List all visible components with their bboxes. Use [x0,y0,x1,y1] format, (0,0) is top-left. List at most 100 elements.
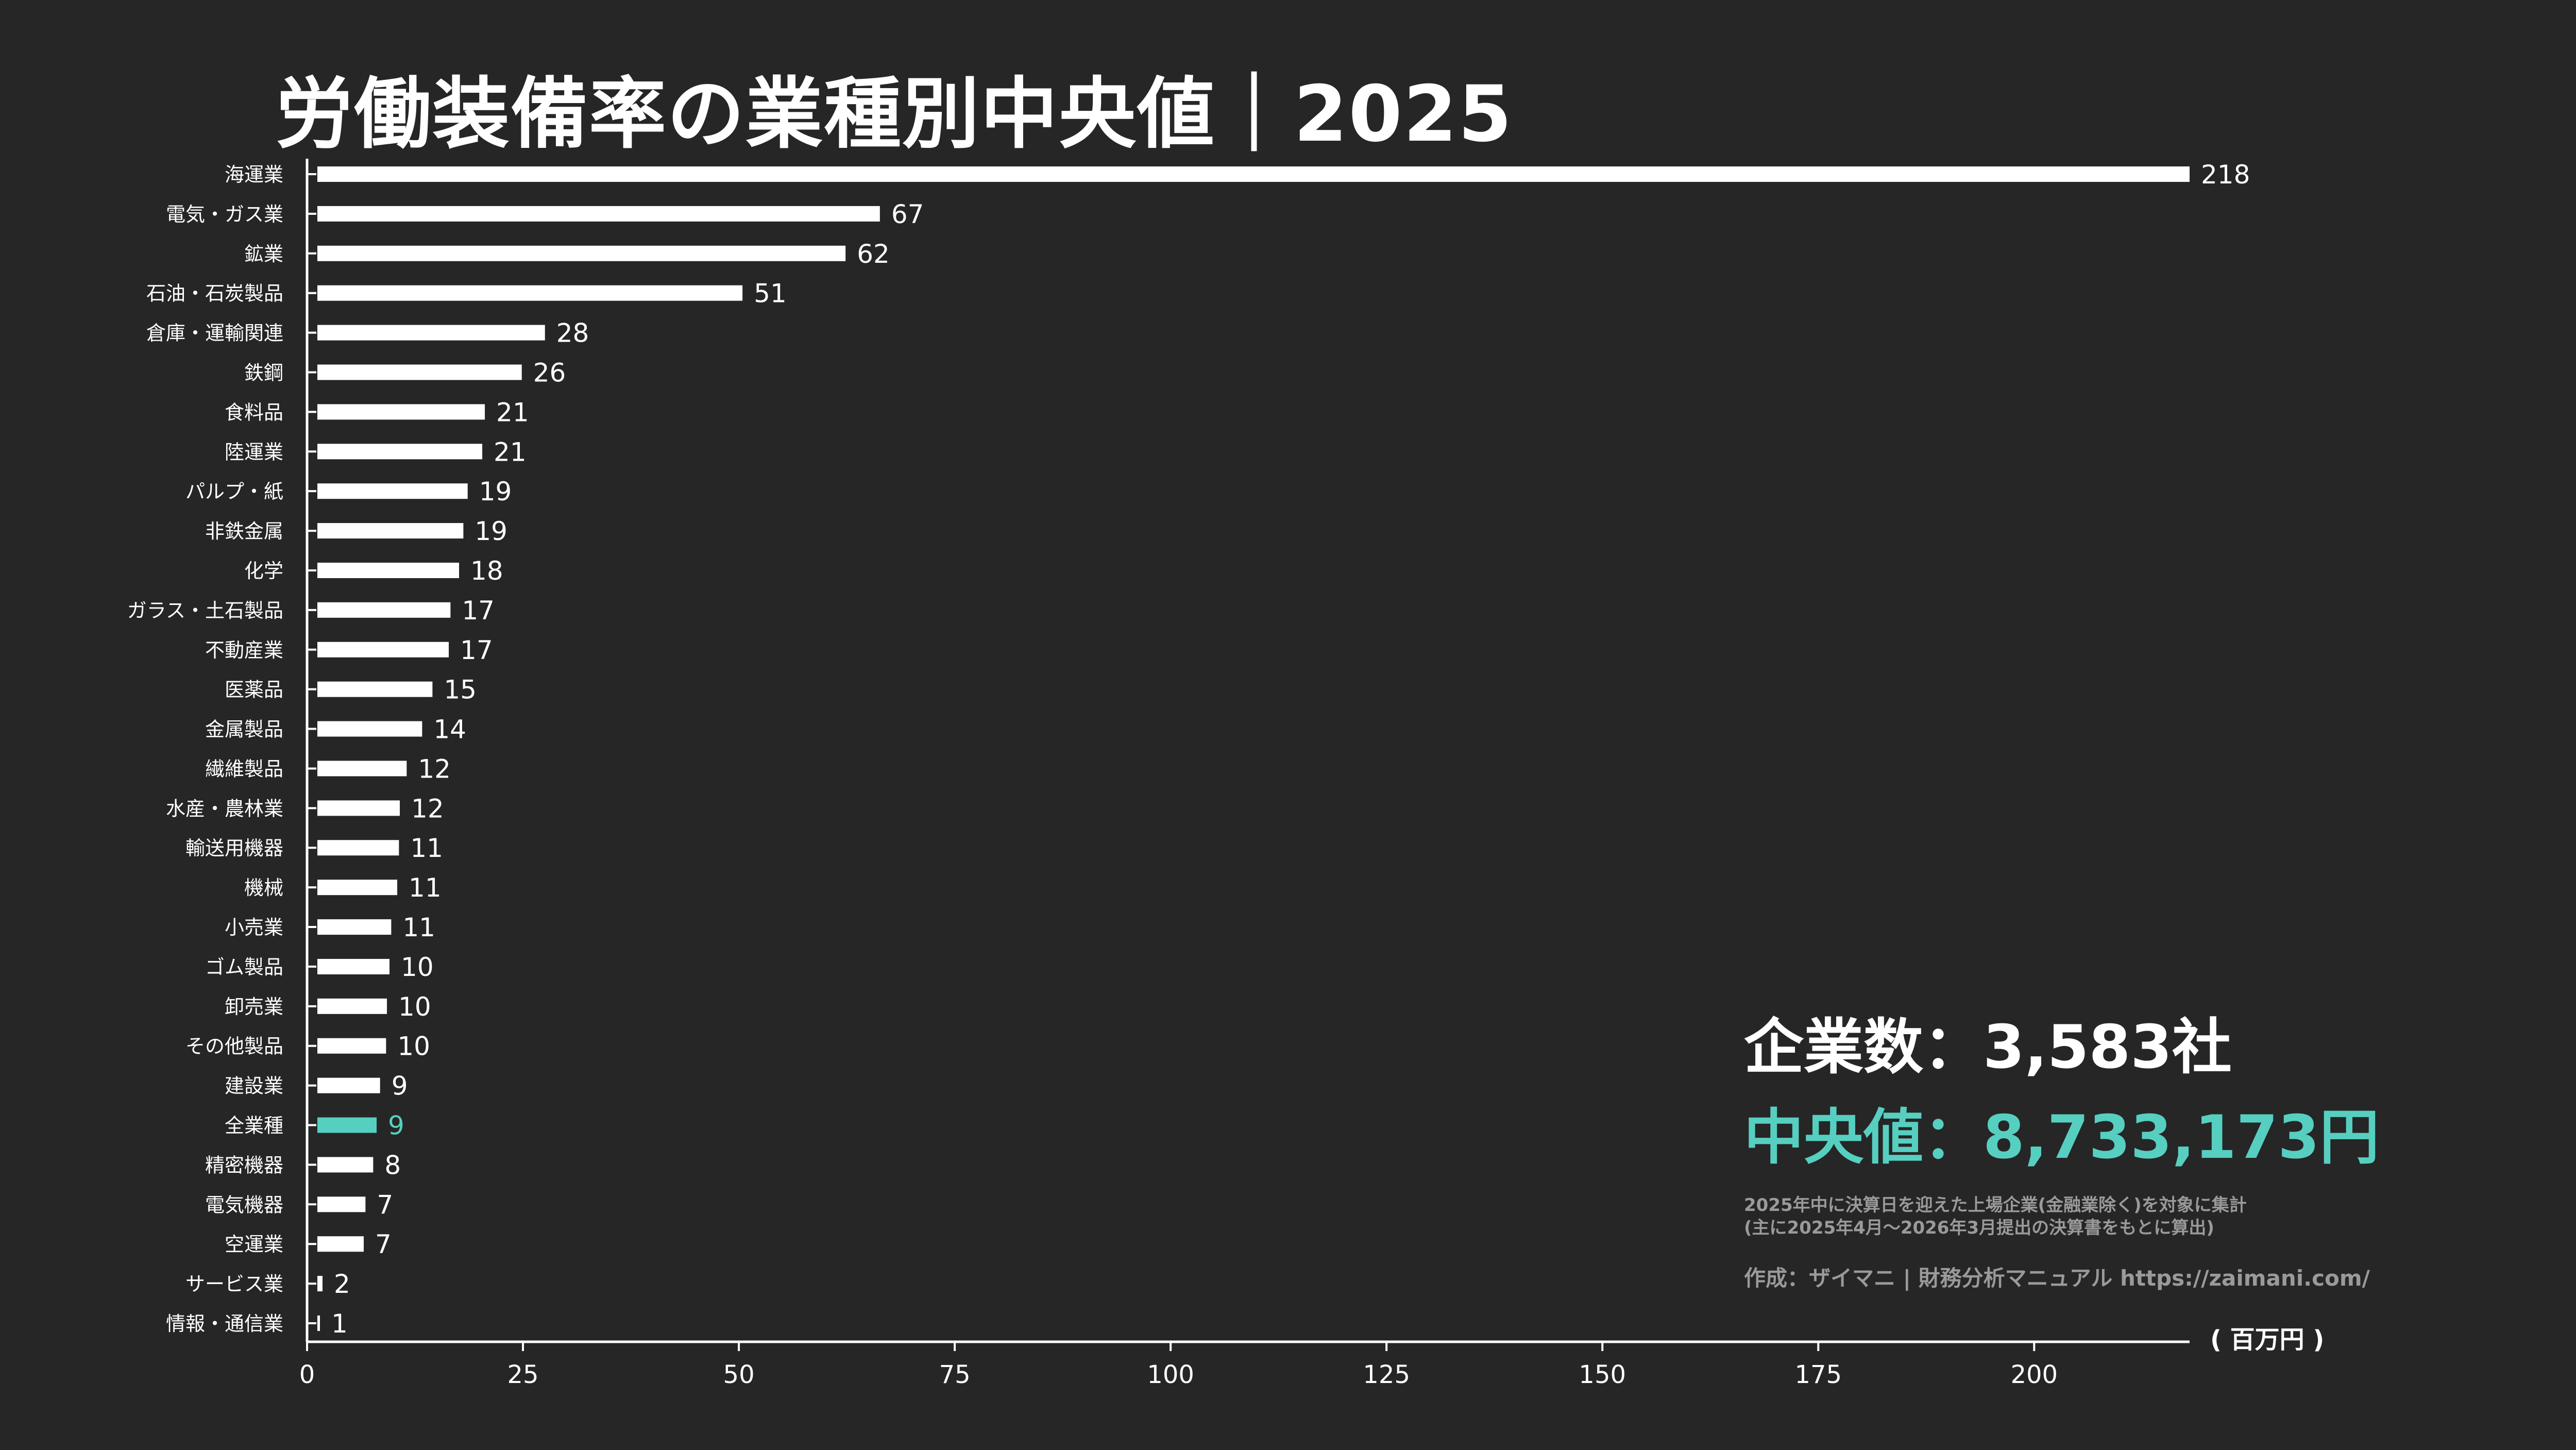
x-tick-label: 50 [723,1360,755,1389]
value-label: 26 [533,358,566,387]
bar [317,1276,323,1292]
bar [317,840,399,856]
bar [317,1316,320,1331]
value-label: 67 [891,199,924,229]
bar [317,325,545,341]
category-label: 全業種 [225,1115,283,1137]
bar [317,681,433,697]
value-label: 19 [474,516,507,546]
bar [317,285,743,301]
note-line-1: 2025年中に決算日を迎えた上場企業(金融業除く)を対象に集計 [1744,1195,2247,1216]
value-label: 12 [411,794,444,823]
bar [317,523,464,539]
value-label: 21 [494,437,527,467]
value-label: 9 [388,1111,404,1141]
value-label: 10 [397,1032,430,1061]
bar [317,404,485,420]
value-label: 10 [401,952,434,982]
category-label: 水産・農林業 [166,797,283,820]
bar [317,800,400,816]
category-label: パルプ・紙 [185,480,283,503]
category-label: 鉱業 [244,243,283,265]
x-tick-label: 125 [1363,1360,1410,1389]
bar [317,1157,374,1173]
x-tick-label: 200 [2010,1360,2058,1389]
company-count: 企業数：3,583社 [1744,1013,2232,1082]
value-label: 9 [392,1071,408,1101]
category-label: ガラス・土石製品 [127,599,283,622]
category-label: 情報・通信業 [166,1312,283,1335]
note-line-2: (主に2025年4月〜2026年3月提出の決算書をもとに算出) [1744,1218,2214,1238]
value-label: 21 [496,397,529,427]
category-label: 輸送用機器 [185,837,283,859]
value-label: 11 [410,833,443,863]
category-label: 卸売業 [225,996,283,1018]
category-label: 金属製品 [205,718,283,741]
bar [317,958,390,974]
category-label: 倉庫・運輸関連 [146,322,283,345]
category-label: 繊維製品 [205,757,283,780]
value-label: 218 [2201,160,2250,190]
unit-label: ( 百万円 ) [2210,1325,2324,1354]
bar [317,761,407,777]
category-label: 機械 [244,876,283,899]
category-label: 非鉄金属 [205,520,283,543]
category-label: 食料品 [225,401,283,424]
x-tick-label: 0 [299,1360,315,1389]
value-label: 8 [384,1150,401,1180]
bar [317,166,2190,182]
category-label: 精密機器 [205,1154,283,1176]
value-label: 17 [460,635,493,665]
category-label: 化学 [244,560,283,582]
bars-layer: 2186762512826212119191817171514121211111… [317,160,2250,1339]
category-label: 医薬品 [225,679,283,701]
bar [317,1117,377,1133]
x-tick-label: 175 [1794,1360,1842,1389]
category-label: 石油・石炭製品 [146,282,283,305]
value-label: 19 [479,477,512,507]
value-label: 12 [418,754,451,784]
category-label: 電気・ガス業 [166,203,283,226]
summary-panel: 企業数：3,583社 中央値：8,733,173円 2025年中に決算日を迎えた… [1744,1002,2379,1292]
bar [317,1077,380,1093]
category-label: 不動産業 [205,639,283,662]
category-label: 海運業 [225,163,283,186]
x-tick-label: 100 [1147,1360,1194,1389]
axes-layer: 海運業電気・ガス業鉱業石油・石炭製品倉庫・運輸関連鉄鋼食料品陸運業パルプ・紙非鉄… [127,159,2324,1389]
bar [317,1196,366,1212]
category-label: 陸運業 [225,441,283,463]
credit: 作成：ザイマニ | 財務分析マニュアル https://zaimani.com/ [1744,1266,2370,1291]
bar [317,721,422,737]
value-label: 14 [433,715,466,745]
value-label: 11 [402,913,435,942]
bar [317,444,483,460]
value-label: 28 [556,318,589,348]
bar [317,562,460,578]
value-label: 62 [857,239,890,269]
note: 2025年中に決算日を迎えた上場企業(金融業除く)を対象に集計 (主に2025年… [1744,1194,2379,1239]
value-label: 7 [375,1229,392,1259]
category-label: 建設業 [225,1075,283,1098]
value-label: 2 [334,1269,350,1299]
bar [317,919,392,935]
bar [317,206,880,222]
median-value: 中央値：8,733,173円 [1744,1103,2380,1172]
x-tick-label: 150 [1579,1360,1626,1389]
bar [317,1038,386,1054]
value-label: 17 [462,596,495,626]
category-label: 小売業 [225,916,283,939]
category-label: 鉄鋼 [244,361,283,384]
value-label: 1 [331,1309,348,1339]
bar [317,245,846,261]
bar [317,642,449,657]
value-label: 51 [754,279,787,309]
value-label: 18 [470,556,503,586]
bar [317,483,468,499]
bar [317,998,387,1014]
x-tick-label: 75 [939,1360,971,1389]
bar [317,602,451,618]
value-label: 15 [444,675,477,705]
category-label: その他製品 [185,1035,283,1058]
bar [317,880,398,896]
